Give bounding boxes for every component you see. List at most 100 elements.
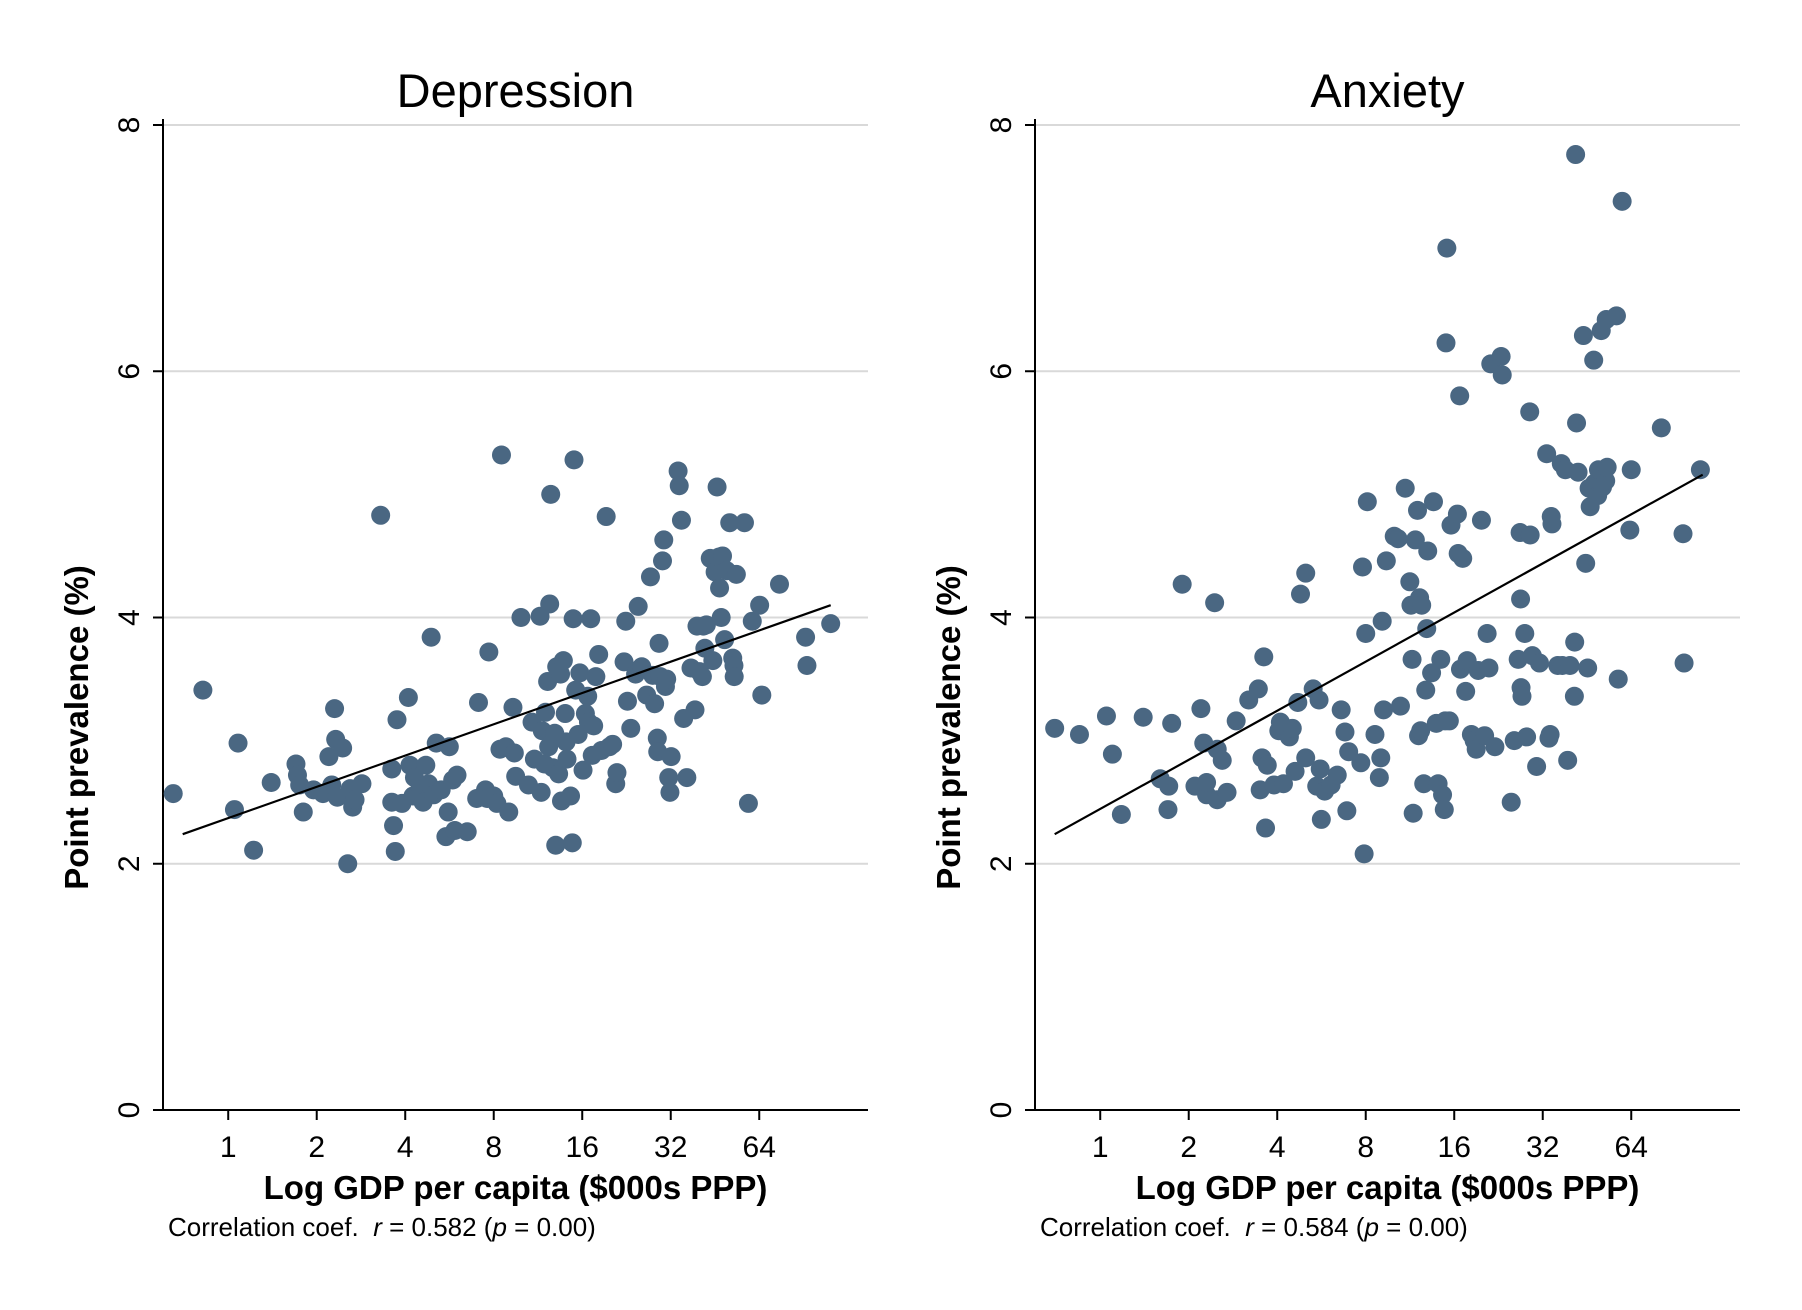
panel-2-data-point	[1172, 574, 1192, 594]
panel-1-data-point	[750, 595, 770, 615]
panel-1-y-tick-label: 8	[113, 117, 146, 134]
panel-1-data-point	[541, 484, 561, 504]
panel-2-data-point	[1568, 462, 1588, 482]
panel-2-data-point	[1357, 492, 1377, 512]
panel-1-data-point	[589, 644, 609, 664]
panel-1-note-p-label: p	[491, 1212, 506, 1242]
panel-2-data-point	[1673, 524, 1693, 544]
panel-1-data-point	[531, 782, 551, 802]
panel-2-data-point	[1501, 792, 1521, 812]
panel-1-data-point	[293, 802, 313, 822]
panel-2-data-point	[1542, 514, 1562, 534]
panel-2-data-point	[1327, 765, 1347, 785]
panel-2-data-point	[1374, 700, 1394, 720]
panel-2-data-point	[1564, 686, 1584, 706]
panel-2-data-point	[1436, 333, 1456, 353]
panel-1-data-point	[438, 802, 458, 822]
panel-1-x-axis-label: Log GDP per capita ($000s PPP)	[264, 1169, 768, 1206]
panel-2-y-tick-label: 8	[985, 117, 1018, 134]
panel-2-data-point	[1069, 724, 1089, 744]
panel-1-data-point	[398, 688, 418, 708]
panel-2-data-point	[1296, 563, 1316, 583]
panel-2-data-point	[1226, 711, 1246, 731]
panel-2-data-point	[1511, 589, 1531, 609]
panel-2-data-point	[1690, 460, 1710, 480]
panel-1-data-point	[319, 747, 339, 767]
panel-2-data-point	[1309, 690, 1329, 710]
panel-1-data-point	[421, 627, 441, 647]
panel-2-data-point	[1296, 748, 1316, 768]
panel-1-data-point	[333, 738, 353, 758]
panel-2-y-tick-label: 2	[985, 855, 1018, 872]
panel-1-data-point	[797, 656, 817, 676]
panel-1-data-point	[726, 564, 746, 584]
panel-1-data-point	[738, 793, 758, 813]
panel-2-data-point	[1439, 711, 1459, 731]
panel-1-data-point	[653, 551, 673, 571]
panel-1-data-point	[621, 718, 641, 738]
panel-2-data-point	[1620, 520, 1640, 540]
panel-2-data-point	[1291, 584, 1311, 604]
panel-2-data-point	[1520, 402, 1540, 422]
panel-1-data-point	[387, 710, 407, 730]
panel-1-data-point	[711, 608, 731, 627]
panel-2-data-point	[1402, 649, 1422, 669]
panel-2-data-point	[1608, 669, 1628, 689]
panel-2-data-point	[1576, 553, 1596, 573]
panel-2-data-point	[1372, 611, 1392, 631]
panel-2-data-point	[1191, 699, 1211, 719]
panel-2-data-point	[1365, 724, 1385, 744]
panel-2-x-tick-label: 1	[1092, 1131, 1109, 1164]
panel-1-data-point	[468, 692, 488, 712]
panel-1-data-point	[677, 768, 697, 788]
panel-2-data-point	[1560, 656, 1580, 676]
panel-2-data-point	[1354, 844, 1374, 864]
panel-2-data-point	[1565, 632, 1585, 652]
panel-2-data-point	[1369, 768, 1389, 788]
panel-2-data-point	[1422, 663, 1442, 683]
panel-2-data-point	[1376, 551, 1396, 571]
panel-1-data-point	[261, 772, 281, 792]
panel-2-x-tick-label: 16	[1438, 1131, 1471, 1164]
panel-1-data-point	[540, 594, 560, 614]
panel-2-data-point	[1423, 492, 1443, 512]
panel-1-data-point	[447, 765, 467, 785]
panel-1-data-point	[193, 680, 213, 700]
panel-2-note-p-label: p	[1363, 1212, 1378, 1242]
panel-1-data-point	[557, 749, 577, 769]
panel-1-data-point	[228, 733, 248, 753]
panel-1-data-point	[734, 513, 754, 533]
panel-1-data-point	[628, 596, 648, 616]
panel-2-x-axis-label: Log GDP per capita ($000s PPP)	[1136, 1169, 1640, 1206]
panel-1-data-point	[645, 694, 665, 714]
panel-1-data-point	[578, 686, 598, 706]
panel-1-data-point	[649, 633, 669, 653]
panel-2-data-point	[1512, 686, 1532, 706]
panel-1-data-point	[596, 507, 616, 527]
panel-1-data-point	[584, 716, 604, 736]
panel-2-data-point	[1453, 548, 1473, 568]
panel-1-data-point	[752, 685, 772, 705]
panel-2-data-point	[1515, 624, 1535, 644]
panel-2-data-point	[1447, 504, 1467, 524]
panel-1-data-point	[561, 786, 581, 806]
panel-2-data-point	[1254, 647, 1274, 667]
panel-2-data-point	[1479, 658, 1499, 678]
panel-2-data-point	[1520, 525, 1540, 545]
panel-2-fit-line	[1054, 473, 1704, 836]
panel-2-data-point	[1256, 818, 1276, 838]
panel-2-data-point	[1159, 776, 1179, 796]
panel-1-data-point	[796, 627, 816, 647]
panel-1-data-point	[479, 642, 499, 662]
panel-2-data-point	[1111, 805, 1131, 824]
panel-2-data-point	[1408, 500, 1428, 520]
panel-1-data-point	[710, 578, 730, 598]
panel-2-data-point	[1416, 680, 1436, 700]
panel-2-data-point	[1353, 557, 1373, 577]
panel-1-data-point	[555, 704, 575, 724]
panel-1-data-point	[244, 840, 264, 860]
panel-2-data-point	[1212, 750, 1232, 770]
panel-2-x-tick-label: 64	[1615, 1131, 1648, 1164]
